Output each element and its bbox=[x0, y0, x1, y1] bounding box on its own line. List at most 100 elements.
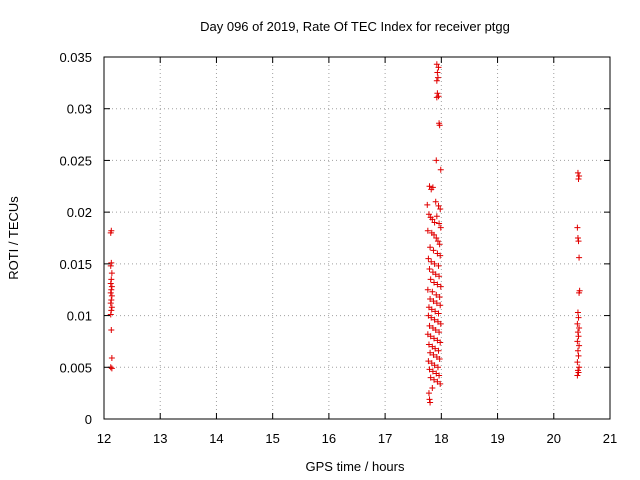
data-point bbox=[576, 364, 583, 371]
y-tick-label: 0.01 bbox=[67, 309, 92, 324]
data-point bbox=[108, 297, 115, 304]
data-point bbox=[433, 77, 440, 84]
data-point bbox=[433, 61, 440, 68]
data-point bbox=[433, 235, 440, 241]
data-point bbox=[108, 307, 115, 314]
data-point bbox=[576, 172, 583, 179]
data-point bbox=[427, 349, 434, 356]
data-point bbox=[433, 300, 440, 307]
data-point bbox=[431, 260, 438, 267]
data-point bbox=[108, 270, 115, 277]
data-point bbox=[434, 74, 441, 81]
data-point bbox=[425, 211, 432, 218]
data-point bbox=[429, 184, 436, 191]
data-point bbox=[428, 306, 435, 313]
data-point bbox=[428, 258, 435, 265]
data-point bbox=[432, 198, 439, 205]
data-point bbox=[429, 384, 436, 391]
x-tick-label: 14 bbox=[209, 431, 223, 446]
data-point bbox=[428, 314, 435, 321]
tick-marks bbox=[103, 56, 611, 420]
data-point bbox=[427, 244, 434, 251]
data-point bbox=[436, 241, 443, 248]
data-point bbox=[108, 259, 115, 266]
data-point bbox=[435, 202, 442, 209]
data-point bbox=[432, 327, 439, 334]
data-point bbox=[574, 338, 581, 345]
data-point bbox=[424, 227, 431, 234]
data-point bbox=[434, 90, 441, 97]
data-point bbox=[426, 183, 433, 190]
y-axis-label: ROTI / TECUs bbox=[6, 196, 21, 280]
data-point bbox=[574, 169, 581, 176]
data-point bbox=[108, 227, 115, 234]
x-tick-label: 21 bbox=[603, 431, 617, 446]
data-point bbox=[436, 273, 443, 280]
data-point bbox=[107, 311, 114, 318]
y-tick-label: 0.02 bbox=[67, 205, 92, 220]
data-point bbox=[575, 333, 582, 340]
data-point bbox=[425, 255, 432, 262]
x-tick-label: 16 bbox=[322, 431, 336, 446]
data-point bbox=[574, 309, 581, 316]
data-point bbox=[430, 351, 437, 358]
data-point bbox=[436, 329, 443, 336]
data-point bbox=[574, 320, 581, 327]
data-point bbox=[434, 238, 441, 245]
chart-title: Day 096 of 2019, Rate Of TEC Index for r… bbox=[200, 19, 510, 34]
data-point bbox=[430, 247, 437, 254]
data-point bbox=[574, 235, 581, 241]
data-point bbox=[429, 288, 436, 295]
data-point bbox=[427, 399, 434, 406]
data-point bbox=[425, 341, 432, 348]
data-point bbox=[574, 329, 581, 336]
data-point bbox=[107, 262, 114, 269]
data-point bbox=[436, 293, 443, 300]
data-point bbox=[426, 366, 433, 373]
data-point bbox=[425, 390, 432, 397]
data-point bbox=[432, 345, 439, 352]
data-points bbox=[107, 61, 583, 406]
data-point bbox=[435, 93, 442, 100]
data-point bbox=[434, 69, 441, 76]
y-tick-labels: 0 0.005 0.01 0.015 0.02 0.025 0.03 0.035 bbox=[59, 50, 92, 427]
plot-frame bbox=[103, 56, 611, 420]
data-point bbox=[574, 224, 581, 231]
y-tick-label: 0.015 bbox=[59, 257, 92, 272]
data-point bbox=[427, 374, 434, 381]
data-point bbox=[107, 289, 114, 296]
y-tick-label: 0.005 bbox=[59, 360, 92, 375]
data-point bbox=[107, 280, 114, 287]
data-point bbox=[437, 339, 444, 346]
data-point bbox=[435, 310, 442, 317]
data-point bbox=[437, 380, 444, 387]
x-tick-label: 17 bbox=[378, 431, 392, 446]
data-point bbox=[426, 322, 433, 329]
data-point bbox=[434, 281, 441, 288]
data-point bbox=[437, 206, 444, 213]
data-point bbox=[575, 238, 582, 245]
data-point bbox=[431, 219, 438, 226]
data-point bbox=[436, 122, 443, 129]
data-point bbox=[107, 300, 114, 307]
data-point bbox=[108, 304, 115, 311]
data-point bbox=[437, 283, 444, 290]
data-point bbox=[576, 289, 583, 296]
data-point bbox=[435, 64, 442, 71]
data-point bbox=[437, 166, 444, 173]
data-point bbox=[433, 213, 440, 220]
data-point bbox=[433, 157, 440, 164]
data-point bbox=[436, 372, 443, 379]
x-tick-label: 15 bbox=[265, 431, 279, 446]
data-point bbox=[429, 216, 436, 223]
data-point bbox=[437, 224, 444, 231]
data-point bbox=[426, 396, 433, 403]
data-point bbox=[108, 354, 115, 361]
y-tick-label: 0 bbox=[85, 412, 92, 427]
y-tick-label: 0.025 bbox=[59, 153, 92, 168]
data-point bbox=[432, 308, 439, 315]
data-point bbox=[108, 286, 115, 293]
data-point bbox=[431, 279, 438, 286]
